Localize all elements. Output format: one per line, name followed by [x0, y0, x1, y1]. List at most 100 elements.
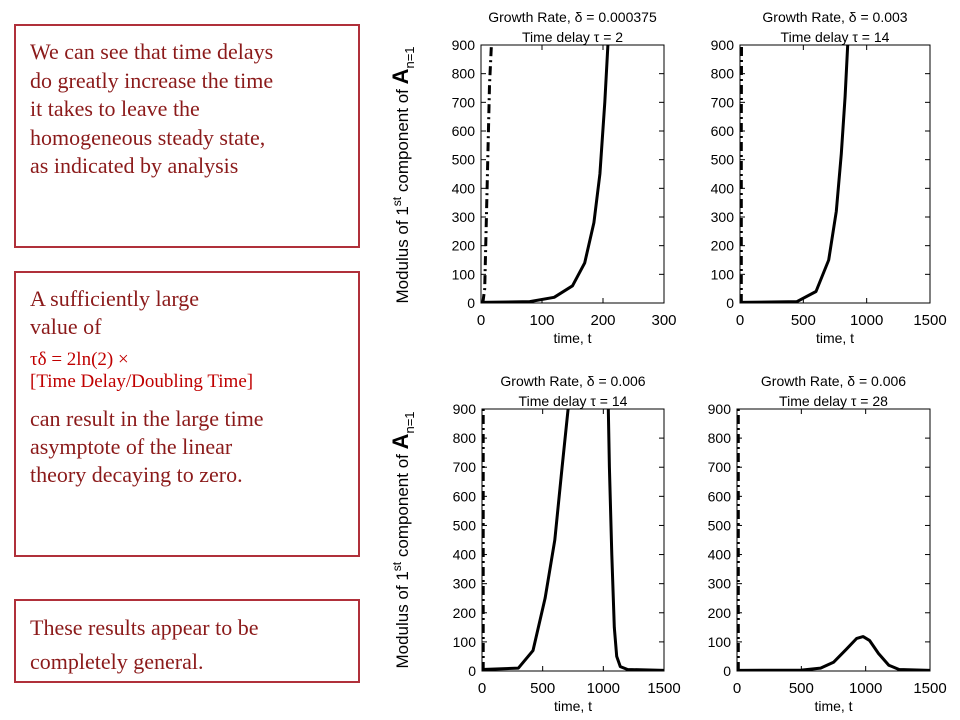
x-tick-label: 500: [530, 680, 555, 697]
y-tick-label: 0: [468, 663, 476, 679]
x-tick-label: 0: [736, 312, 744, 329]
x-tick-label: 500: [789, 680, 814, 697]
box3-line: completely general.: [30, 649, 204, 674]
y-label-symbol: A: [390, 433, 413, 449]
y-tick-label: 700: [452, 94, 476, 110]
x-tick-label: 1500: [913, 680, 946, 697]
y-tick-label: 100: [711, 266, 735, 282]
y-tick-label: 400: [708, 547, 732, 563]
y-tick-label: 400: [453, 547, 477, 563]
y-tick-label: 0: [726, 295, 734, 311]
x-tick-label: 1500: [647, 680, 680, 697]
series-line-dashdot: [481, 45, 493, 303]
y-tick-label: 900: [708, 401, 732, 417]
box2-line: asymptote of the linear: [30, 434, 233, 459]
x-tick-label: 0: [477, 312, 485, 329]
x-tick-label: 1000: [587, 680, 620, 697]
plot-title: Growth Rate, δ = 0.003: [762, 9, 907, 25]
y-tick-label: 900: [453, 401, 477, 417]
x-tick-label: 1000: [850, 312, 883, 329]
text-box-sufficiently-large: A sufficiently large value of τδ = 2ln(2…: [14, 271, 360, 557]
x-axis-label: time, t: [814, 698, 852, 714]
x-tick-label: 0: [478, 680, 486, 697]
y-tick-label: 300: [711, 209, 735, 225]
formula-line: τδ = 2ln(2) ×: [30, 349, 129, 370]
box2-line: can result in the large time: [30, 406, 264, 431]
y-tick-label: 600: [708, 488, 732, 504]
chart-panel-2: Growth Rate, δ = 0.003 Time delay τ = 14 0…: [711, 9, 947, 346]
box1-line: it takes to leave the: [30, 96, 200, 121]
formula-line: [Time Delay/Doubling Time]: [30, 371, 254, 392]
series-line-solid: [482, 409, 570, 671]
plot-frame: [739, 44, 931, 304]
y-tick-label: 800: [708, 430, 732, 446]
y-axis-label: Modulus of 1st component of An=1: [390, 411, 417, 668]
y-axis-label: Modulus of 1st component of An=1: [390, 46, 417, 303]
y-tick-label: 500: [452, 152, 476, 168]
y-label-prefix: Modulus of 1: [393, 206, 412, 303]
y-tick-label: 800: [711, 66, 735, 82]
y-tick-label: 800: [453, 430, 477, 446]
plot-title: Growth Rate, δ = 0.006: [761, 373, 906, 389]
box3-line: These results appear to be: [30, 615, 259, 640]
x-tick-label: 1500: [913, 312, 946, 329]
y-tick-label: 0: [467, 295, 475, 311]
y-tick-label: 100: [452, 266, 476, 282]
plot-subtitle: Time delay τ = 14: [781, 29, 890, 45]
box1-line: do greatly increase the time: [30, 67, 274, 93]
y-tick-label: 100: [708, 634, 732, 650]
y-tick-label: 700: [711, 94, 735, 110]
y-tick-label: 500: [711, 152, 735, 168]
x-tick-label: 500: [791, 312, 816, 329]
x-tick-label: 1000: [849, 680, 882, 697]
box1-line: We can see that time delays: [30, 39, 274, 64]
y-tick-label: 300: [452, 209, 476, 225]
plot-frame: [736, 408, 931, 672]
x-axis-label: time, t: [816, 330, 854, 346]
y-tick-label: 500: [453, 517, 477, 533]
box2-line: value of: [30, 314, 102, 339]
box2-line: theory decaying to zero.: [30, 462, 243, 487]
x-tick-label: 300: [651, 312, 676, 329]
box2-line: A sufficiently large: [30, 286, 200, 311]
y-tick-label: 100: [453, 634, 477, 650]
y-tick-label: 900: [711, 37, 735, 53]
plot-title: Growth Rate, δ = 0.006: [500, 373, 645, 389]
y-label-symbol: A: [390, 68, 413, 84]
y-tick-label: 200: [708, 605, 732, 621]
y-tick-label: 200: [453, 605, 477, 621]
y-tick-label: 700: [708, 459, 732, 475]
series-line-solid: [737, 635, 930, 671]
plot-subtitle: Time delay τ = 2: [522, 29, 623, 45]
y-tick-label: 500: [708, 517, 732, 533]
y-tick-label: 600: [453, 488, 477, 504]
series-line-solid: [740, 45, 850, 303]
plots-figure: Growth Rate, δ = 0.000375 Time delay τ = …: [390, 9, 947, 714]
y-tick-label: 600: [452, 123, 476, 139]
y-label-mid: component of: [393, 449, 412, 561]
series-line-solid: [481, 45, 610, 303]
chart-panel-3: Growth Rate, δ = 0.006 Time delay τ = 14 0…: [453, 373, 681, 714]
x-axis-label: time, t: [554, 698, 592, 714]
x-tick-label: 0: [733, 680, 741, 697]
text-box-time-delays: We can see that time delays do greatly i…: [14, 24, 360, 248]
y-tick-label: 700: [453, 459, 477, 475]
y-tick-label: 300: [708, 576, 732, 592]
text-box-general: These results appear to be completely ge…: [14, 599, 360, 683]
y-tick-label: 800: [452, 66, 476, 82]
plot-frame: [480, 44, 665, 304]
chart-panel-4: Growth Rate, δ = 0.006 Time delay τ = 28 0…: [708, 373, 947, 714]
plot-subtitle: Time delay τ = 14: [519, 393, 628, 409]
chart-panel-1: Growth Rate, δ = 0.000375 Time delay τ = …: [452, 9, 677, 346]
y-tick-label: 300: [453, 576, 477, 592]
x-axis-label: time, t: [553, 330, 591, 346]
y-tick-label: 0: [723, 663, 731, 679]
y-label-sup: st: [390, 561, 404, 571]
y-tick-label: 900: [452, 37, 476, 53]
y-tick-label: 600: [711, 123, 735, 139]
plot-title: Growth Rate, δ = 0.000375: [488, 9, 657, 25]
series-line-solid: [606, 409, 664, 671]
y-tick-label: 400: [711, 180, 735, 196]
box1-line: homogeneous steady state,: [30, 124, 266, 150]
box1-line: as indicated by analysis: [30, 153, 239, 178]
